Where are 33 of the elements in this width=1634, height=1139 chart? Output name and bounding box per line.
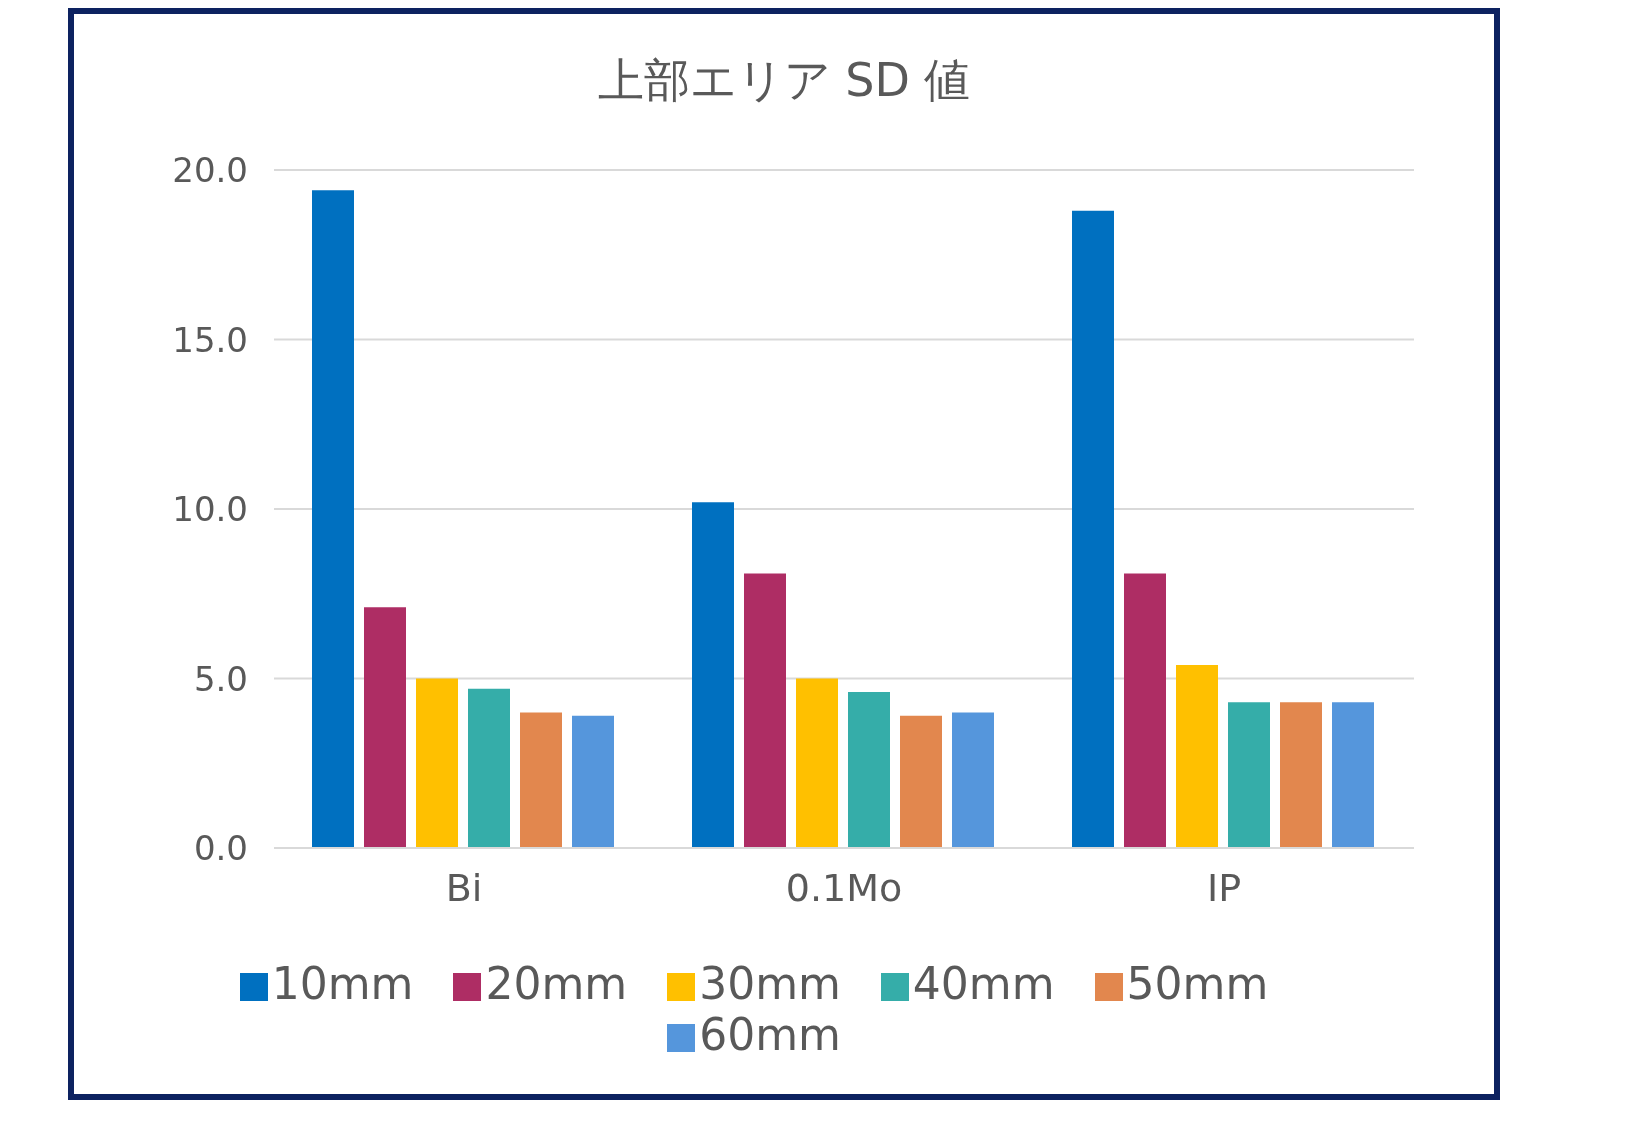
bar — [312, 190, 354, 848]
bar — [900, 715, 942, 848]
y-tick-label: 20.0 — [172, 150, 248, 191]
bar — [364, 607, 406, 848]
bar — [1176, 664, 1218, 848]
bar — [952, 712, 994, 848]
y-tick-label: 0.0 — [193, 828, 248, 869]
legend-label: 50mm — [1126, 958, 1269, 1009]
bar — [520, 712, 562, 848]
chart-title: 上部エリア SD 値 — [596, 52, 972, 109]
bar — [1332, 702, 1374, 848]
bar — [1280, 702, 1322, 848]
bar — [692, 502, 734, 848]
bar — [572, 715, 614, 848]
bar — [796, 678, 838, 848]
bar — [468, 688, 510, 848]
bar — [1228, 702, 1270, 848]
x-tick-label: 0.1Mo — [785, 865, 903, 910]
y-tick-label: 5.0 — [193, 658, 248, 699]
legend-label: 10mm — [271, 958, 414, 1009]
bar — [744, 573, 786, 848]
bar — [1072, 210, 1114, 848]
y-tick-label: 10.0 — [172, 489, 248, 530]
bar — [1124, 573, 1166, 848]
x-tick-label: Bi — [445, 865, 483, 910]
x-tick-label: IP — [1206, 865, 1242, 910]
bar — [848, 692, 890, 848]
legend-label: 20mm — [485, 958, 628, 1009]
legend-label: 40mm — [912, 958, 1055, 1009]
legend-label: 60mm — [699, 1009, 841, 1060]
y-tick-label: 15.0 — [172, 319, 248, 360]
bar — [416, 678, 458, 848]
legend-label: 30mm — [699, 958, 841, 1009]
